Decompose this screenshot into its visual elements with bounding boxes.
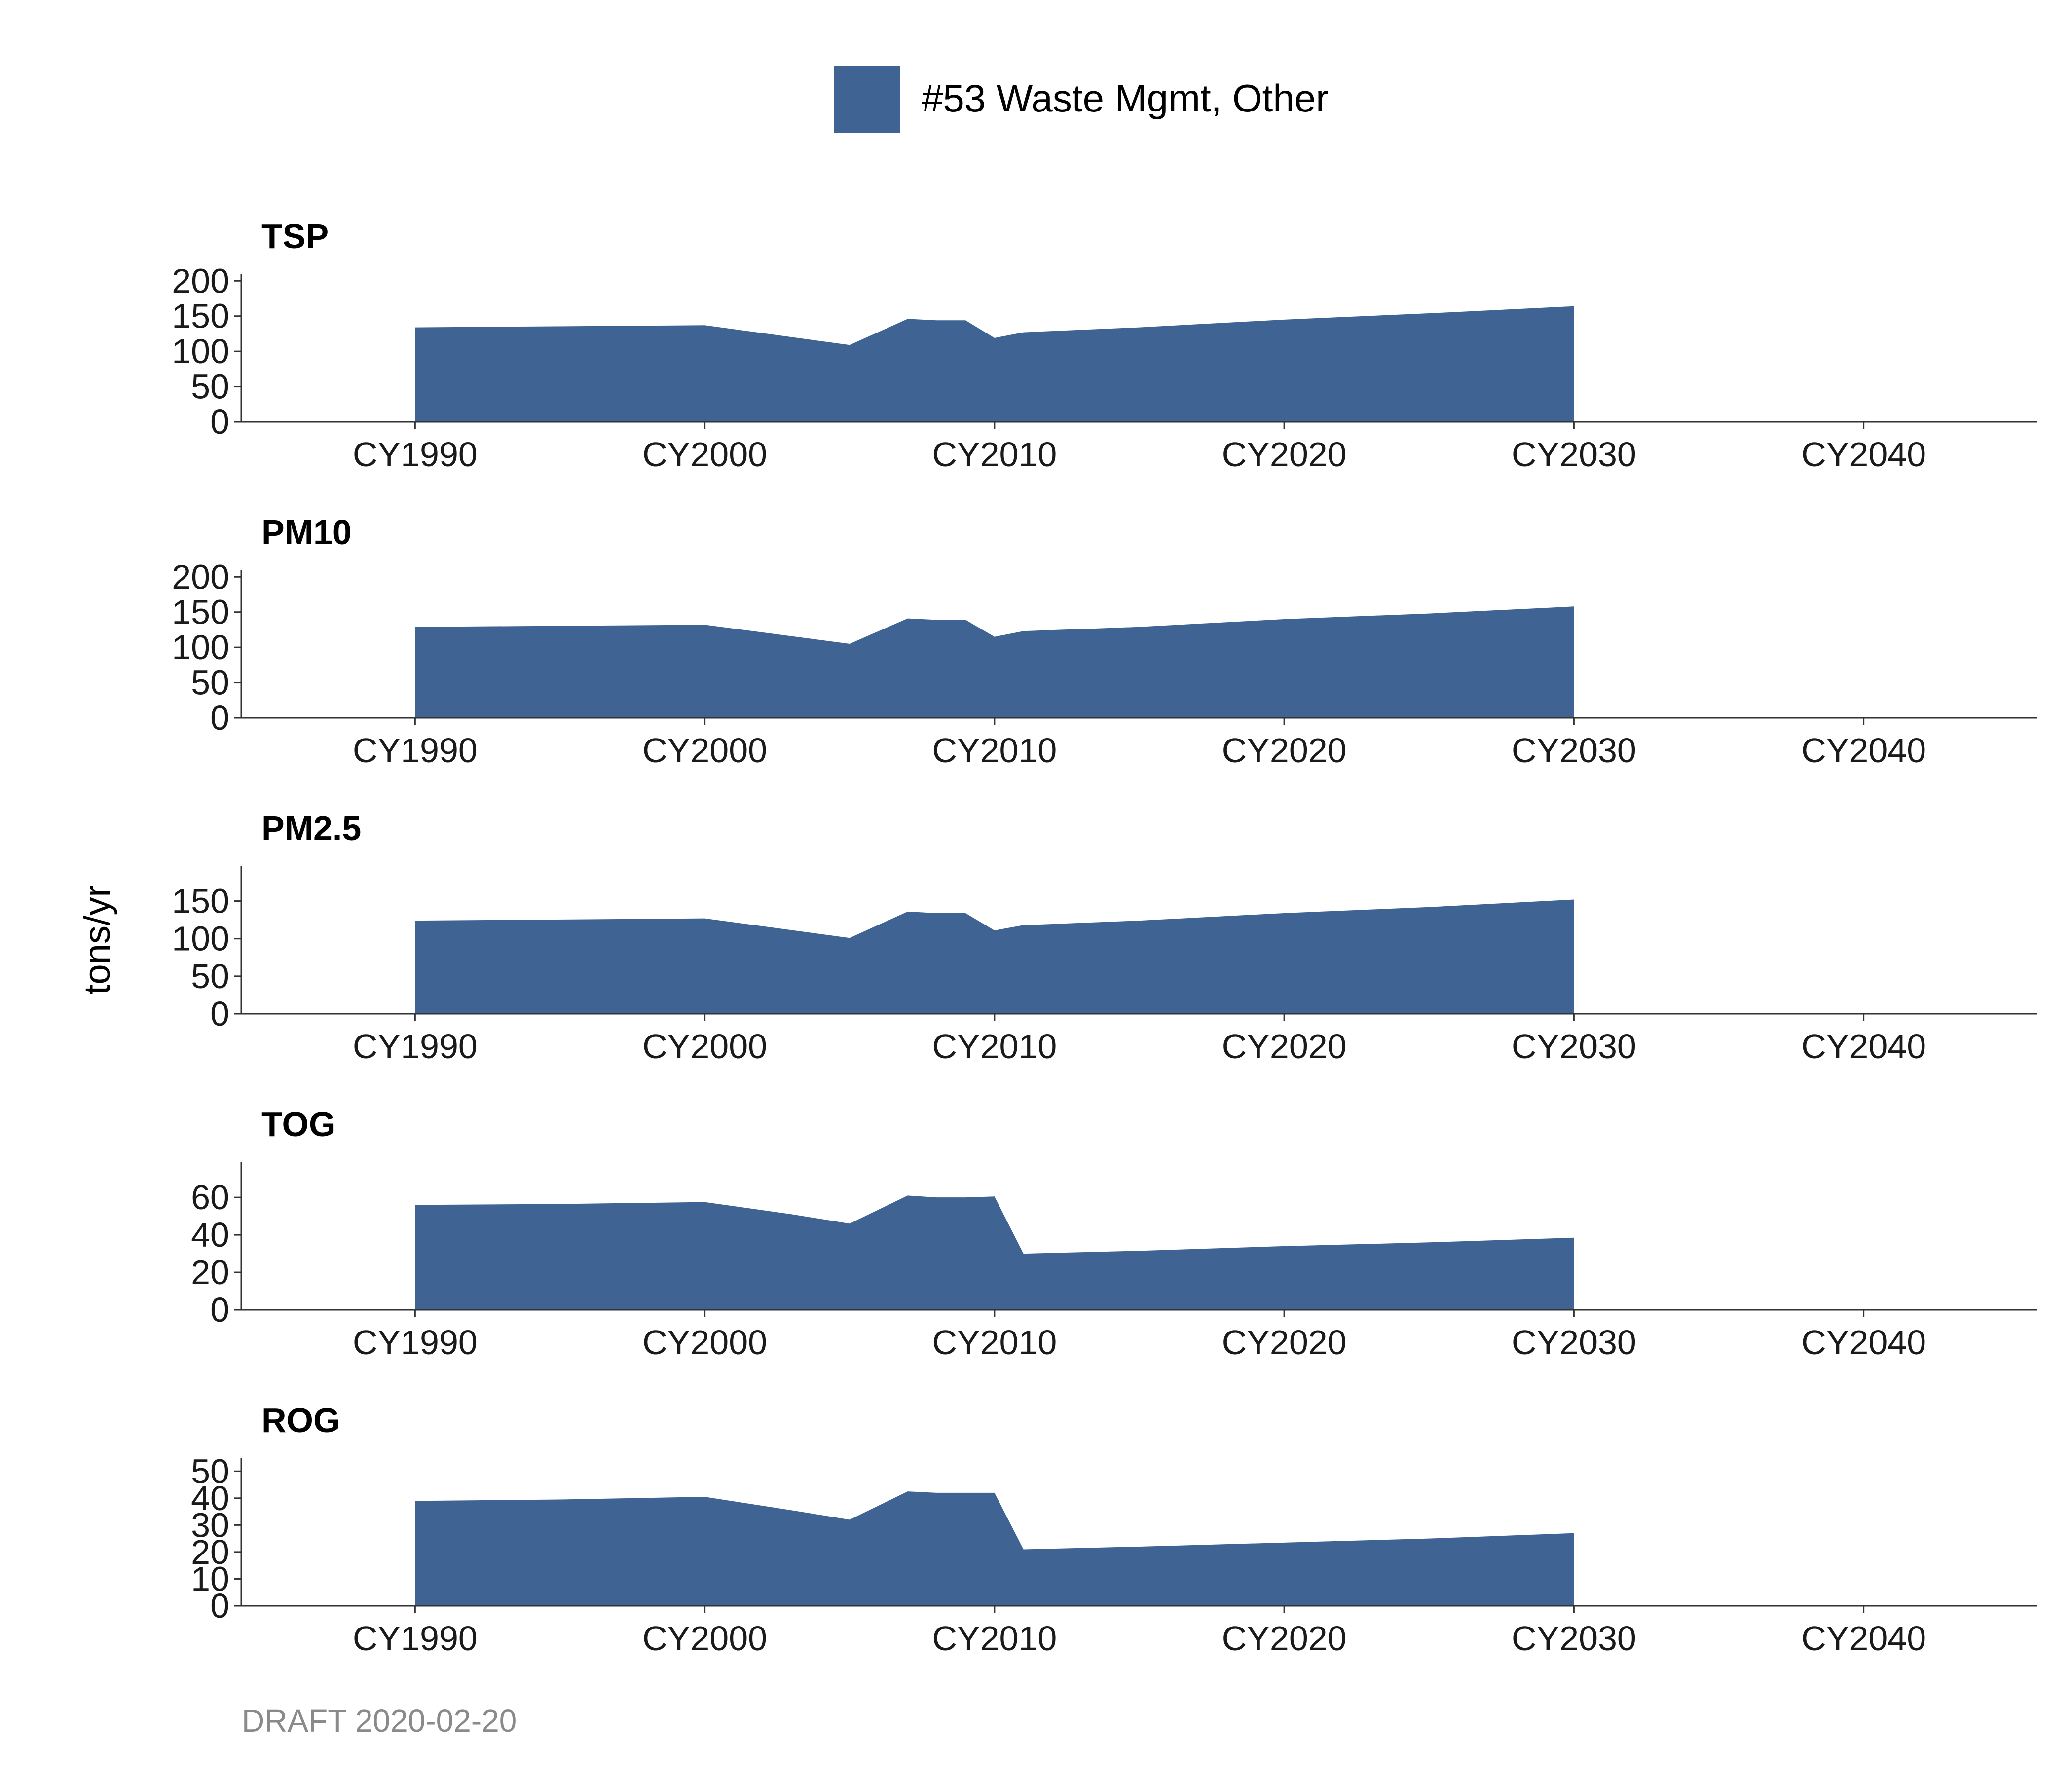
y-tick-label: 200 — [172, 261, 229, 300]
legend-swatch — [834, 66, 900, 133]
y-tick-label: 0 — [210, 403, 229, 441]
x-tick-label: CY2030 — [1512, 1323, 1636, 1362]
x-tick-label: CY2030 — [1512, 435, 1636, 474]
x-tick-label: CY2010 — [932, 1619, 1057, 1658]
x-tick-label: CY2000 — [642, 1027, 767, 1066]
x-tick-label: CY2040 — [1801, 1027, 1926, 1066]
x-tick-label: CY2020 — [1222, 1619, 1347, 1658]
y-tick-label: 50 — [191, 957, 229, 996]
y-tick-label: 0 — [210, 1291, 229, 1329]
y-tick-label: 100 — [172, 920, 229, 958]
y-tick-label: 40 — [191, 1479, 229, 1517]
panel-title: PM10 — [261, 513, 352, 552]
x-tick-label: CY2010 — [932, 731, 1057, 770]
x-tick-label: CY2020 — [1222, 731, 1347, 770]
x-tick-label: CY2010 — [932, 1323, 1057, 1362]
y-tick-label: 150 — [172, 882, 229, 921]
y-tick-label: 20 — [191, 1533, 229, 1571]
x-tick-label: CY2030 — [1512, 731, 1636, 770]
y-tick-label: 150 — [172, 593, 229, 631]
panel-title: PM2.5 — [261, 809, 361, 848]
y-tick-label: 100 — [172, 332, 229, 370]
area-series — [415, 306, 1574, 422]
y-tick-label: 0 — [210, 1587, 229, 1625]
y-axis-label: tons/yr — [76, 885, 117, 995]
panel-title: TSP — [261, 217, 329, 256]
draft-footer: DRAFT 2020-02-20 — [242, 1703, 517, 1739]
area-series — [415, 606, 1574, 718]
x-tick-label: CY2010 — [932, 435, 1057, 474]
y-tick-label: 50 — [191, 1452, 229, 1490]
x-tick-label: CY2030 — [1512, 1027, 1636, 1066]
y-tick-label: 50 — [191, 664, 229, 702]
x-tick-label: CY2040 — [1801, 435, 1926, 474]
x-tick-label: CY2020 — [1222, 1027, 1347, 1066]
y-tick-label: 30 — [191, 1506, 229, 1544]
area-series — [415, 899, 1574, 1014]
area-series — [415, 1491, 1574, 1606]
x-tick-label: CY1990 — [353, 435, 478, 474]
y-tick-label: 0 — [210, 699, 229, 737]
y-tick-label: 60 — [191, 1178, 229, 1217]
legend: #53 Waste Mgmt, Other — [834, 66, 1329, 133]
panel-title: TOG — [261, 1105, 335, 1144]
x-tick-label: CY2020 — [1222, 435, 1347, 474]
x-tick-label: CY2040 — [1801, 731, 1926, 770]
y-tick-label: 100 — [172, 628, 229, 666]
x-tick-label: CY2040 — [1801, 1323, 1926, 1362]
y-tick-label: 50 — [191, 368, 229, 406]
y-tick-label: 200 — [172, 557, 229, 596]
x-tick-label: CY2020 — [1222, 1323, 1347, 1362]
x-tick-label: CY1990 — [353, 1323, 478, 1362]
x-tick-label: CY2000 — [642, 1619, 767, 1658]
x-tick-label: CY2000 — [642, 731, 767, 770]
panel-title: ROG — [261, 1401, 340, 1440]
x-tick-label: CY2030 — [1512, 1619, 1636, 1658]
x-tick-label: CY2000 — [642, 1323, 767, 1362]
x-tick-label: CY2010 — [932, 1027, 1057, 1066]
y-tick-label: 10 — [191, 1559, 229, 1598]
x-tick-label: CY1990 — [353, 731, 478, 770]
x-tick-label: CY2000 — [642, 435, 767, 474]
x-tick-label: CY2040 — [1801, 1619, 1926, 1658]
legend-label: #53 Waste Mgmt, Other — [922, 76, 1329, 120]
y-tick-label: 150 — [172, 297, 229, 335]
x-tick-label: CY1990 — [353, 1027, 478, 1066]
y-tick-label: 20 — [191, 1253, 229, 1292]
area-series — [415, 1195, 1574, 1310]
y-tick-label: 0 — [210, 995, 229, 1033]
x-tick-label: CY1990 — [353, 1619, 478, 1658]
y-tick-label: 40 — [191, 1216, 229, 1254]
